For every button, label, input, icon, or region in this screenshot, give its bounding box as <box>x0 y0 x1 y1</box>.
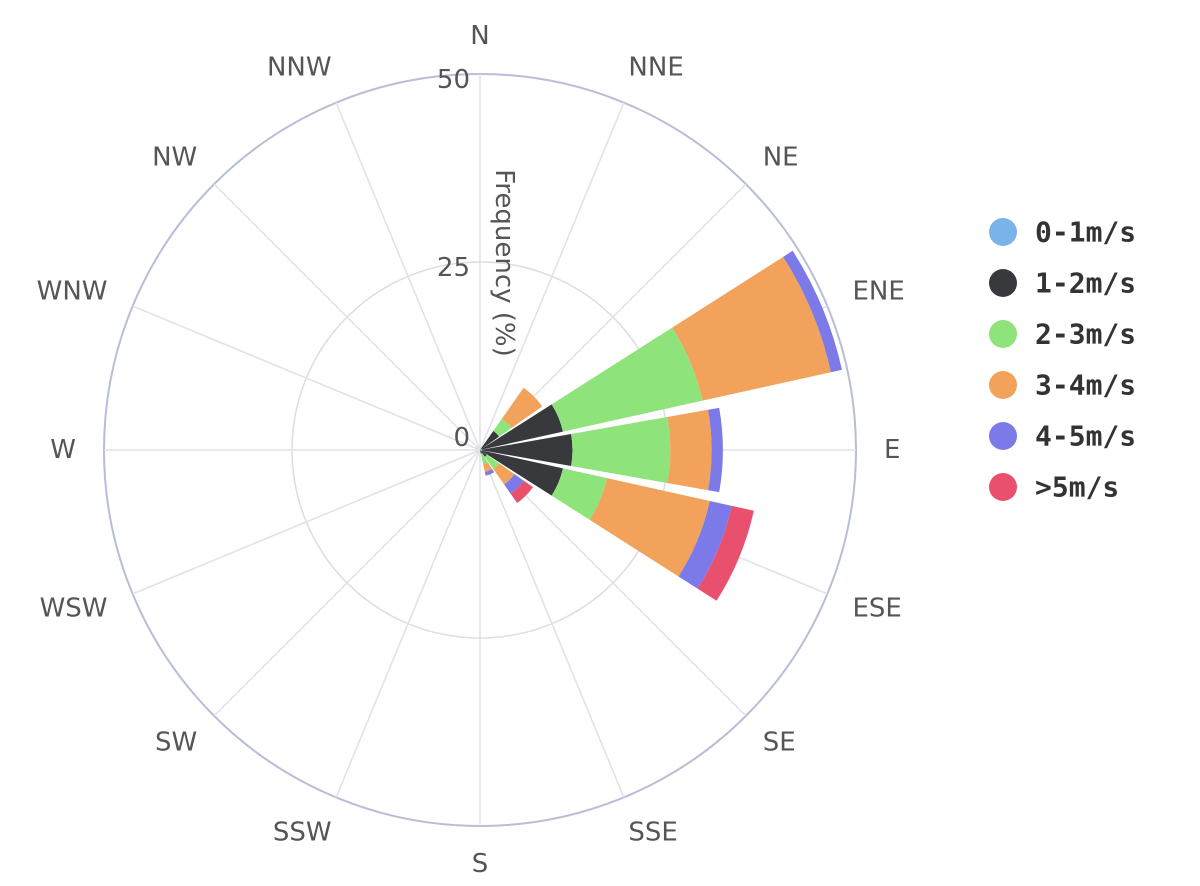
bar-se-3-4m-s <box>493 463 515 485</box>
direction-label-wsw: WSW <box>40 593 108 623</box>
bar-sse-3-4m-s <box>483 462 493 473</box>
bar-ene-2-3m-s <box>551 327 703 432</box>
legend-label-3-4m-s: 3-4m/s <box>1035 369 1136 402</box>
direction-label-nne: NNE <box>628 53 683 83</box>
direction-label-w: W <box>50 435 76 465</box>
direction-label-ne: NE <box>763 142 799 172</box>
direction-labels: N NNE NE ENE E ESE SE SSE S SSW SW WSW W WNW NW NNW <box>37 21 905 879</box>
direction-label-ese: ESE <box>852 593 901 623</box>
bar-se-1-2m-s <box>480 450 487 457</box>
polar-grid <box>103 73 857 827</box>
bar-e-4-5m-s <box>708 407 723 493</box>
bar-ene-3-4m-s <box>672 256 831 401</box>
spoke-sse <box>479 449 625 798</box>
radial-tick-label-50: 50 <box>437 65 470 95</box>
direction-label-wnw: WNW <box>37 277 108 307</box>
bar-ese-0-1m-s <box>480 450 483 452</box>
wind-bars <box>480 250 842 601</box>
spoke-wnw <box>132 305 481 451</box>
legend-swatch-4-5m-s <box>989 422 1017 450</box>
direction-label-sw: SW <box>155 728 197 758</box>
radial-axis-title: Frequency (%) <box>489 169 519 357</box>
spoke-sw <box>213 449 481 717</box>
bar-ne-2-3m-s <box>493 418 512 437</box>
direction-label-nw: NW <box>152 142 197 172</box>
radial-tick-label-25: 25 <box>437 253 470 283</box>
bar-e-0-1m-s <box>480 449 483 451</box>
bar-ene-1-2m-s <box>481 404 563 450</box>
bar-ese-5m-s <box>697 505 754 601</box>
bar-e-2-3m-s <box>571 416 671 484</box>
bar-ese-1-2m-s <box>481 450 563 496</box>
bar-ene-4-5m-s <box>783 250 842 373</box>
legend-label-2-3m-s: 2-3m/s <box>1035 318 1136 351</box>
bar-ese-2-3m-s <box>551 468 608 520</box>
direction-label-se: SE <box>763 728 796 758</box>
direction-label-e: E <box>884 435 900 465</box>
bar-ne-3-4m-s <box>501 387 543 429</box>
bar-ne-1-2m-s <box>480 430 500 450</box>
radial-tick-label-0: 0 <box>453 423 470 453</box>
legend-label-0-1m-s: 0-1m/s <box>1035 216 1136 249</box>
spoke-ssw <box>335 449 481 798</box>
direction-label-ene: ENE <box>852 277 904 307</box>
legend-swatch-0-1m-s <box>989 218 1017 246</box>
bar-sse-2-3m-s <box>480 453 489 465</box>
bar-e-1-2m-s <box>482 433 573 467</box>
radial-ticks: 0 25 50 <box>437 65 470 453</box>
spoke-nnw <box>335 102 481 451</box>
legend-label-1-2m-s: 1-2m/s <box>1035 267 1136 300</box>
direction-label-s: S <box>472 849 489 879</box>
bar-ne-0-1m-s <box>480 449 481 450</box>
bar-se-2-3m-s <box>484 454 500 470</box>
spoke-wsw <box>132 449 481 595</box>
legend-label-4-5m-s: 4-5m/s <box>1035 420 1136 453</box>
spoke-nne <box>479 102 625 451</box>
bar-se-0-1m-s <box>480 450 481 451</box>
bar-e-3-4m-s <box>667 409 712 491</box>
direction-label-sse: SSE <box>628 817 677 847</box>
legend-swatch-3-4m-s <box>989 371 1017 399</box>
spoke-nw <box>213 183 481 451</box>
bar-sse-1-2m-s <box>480 450 483 454</box>
bar-se-5m-s <box>510 480 533 503</box>
direction-label-ssw: SSW <box>273 817 332 847</box>
bar-ene-0-1m-s <box>480 448 483 450</box>
legend: 0-1m/s 1-2m/s 2-3m/s 3-4m/s 4-5m/s >5m/s <box>989 216 1136 504</box>
direction-label-n: N <box>470 21 489 51</box>
legend-swatch-5m-s <box>989 473 1017 501</box>
bar-se-4-5m-s <box>504 474 524 494</box>
legend-swatch-1-2m-s <box>989 269 1017 297</box>
direction-label-nnw: NNW <box>267 53 332 83</box>
bar-ese-3-4m-s <box>589 478 710 577</box>
legend-label-5m-s: >5m/s <box>1035 471 1119 504</box>
legend-swatch-2-3m-s <box>989 320 1017 348</box>
bar-sse-4-5m-s <box>484 469 495 476</box>
bar-ese-4-5m-s <box>678 500 732 589</box>
